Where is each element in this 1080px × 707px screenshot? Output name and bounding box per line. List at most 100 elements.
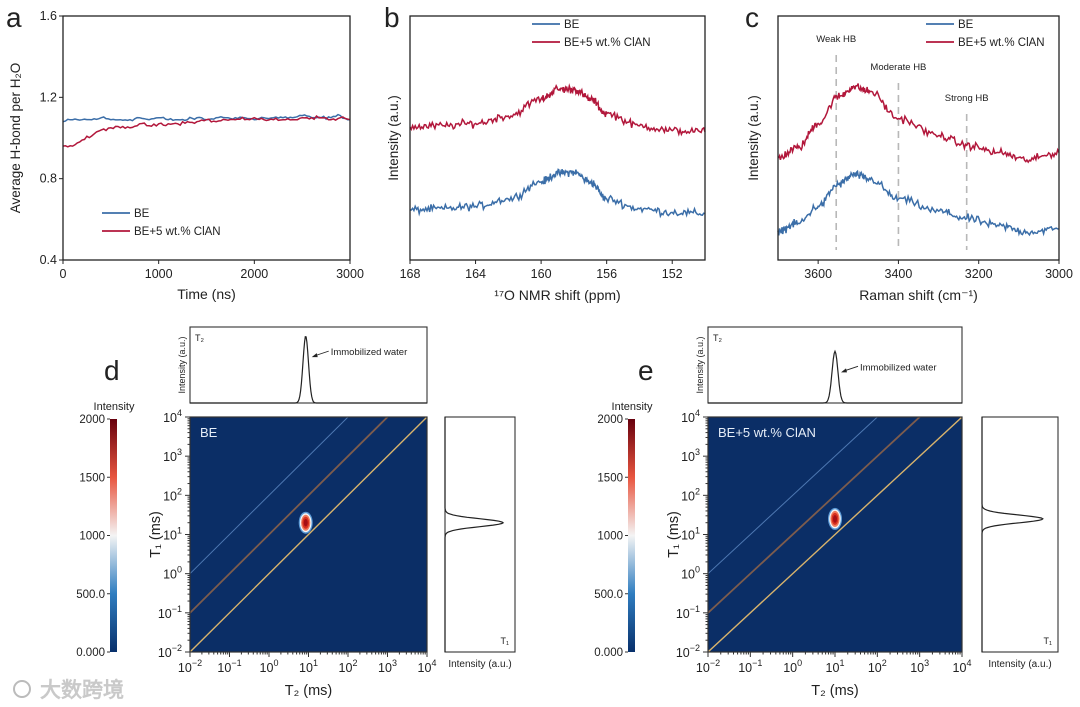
watermark-text: 大数跨境 <box>40 678 124 702</box>
arrow-head-icon <box>841 368 847 373</box>
x-tick-label: 10−2 <box>696 658 720 675</box>
y-tick-label: 100 <box>681 565 700 582</box>
t1-projection-label: T₁ <box>500 636 509 646</box>
x-tick-label: 103 <box>910 658 929 675</box>
legend-label: BE+5 wt.% ClAN <box>134 226 221 238</box>
colorbar-tick-label: 1000 <box>597 531 623 543</box>
x-axis-label: Time (ns) <box>177 286 236 302</box>
panel-label-b: b <box>384 2 400 33</box>
y-tick-label: 103 <box>681 447 700 464</box>
y-tick-label: 0.8 <box>40 172 57 186</box>
guide-line-ratio-1 <box>190 417 427 652</box>
immobilized-water-annotation: Immobilized water <box>860 362 937 373</box>
t2-projection-y-label: Intensity (a.u.) <box>177 336 187 393</box>
y-tick-label: 10−2 <box>676 643 700 660</box>
colorbar-tick-label: 500.0 <box>594 589 623 601</box>
watermark: 大数跨境 <box>13 678 124 702</box>
x-tick-label: 104 <box>953 658 972 675</box>
chart-c: Weak HB Moderate HB Strong HB BE BE+5 wt.% C… <box>746 15 1073 303</box>
x-axis-label: T₂ (ms) <box>285 683 333 699</box>
x-tick-label: 3000 <box>1045 267 1073 281</box>
y-tick-label: 0.4 <box>40 253 57 267</box>
watermark-logo-icon <box>13 680 31 698</box>
plot-frame <box>62 15 351 261</box>
x-tick-label: 152 <box>662 267 683 281</box>
colorbar-tick-label: 1500 <box>79 472 105 484</box>
x-axis-label: T₂ (ms) <box>811 683 859 699</box>
legend-label: BE+5 wt.% ClAN <box>564 37 651 49</box>
guide-line-ratio-100 <box>708 417 879 575</box>
t2-projection-curve <box>190 335 427 404</box>
y-axis-label: T₁ (ms) <box>148 511 164 558</box>
arrow-head-icon <box>311 353 318 358</box>
colorbar-tick-label: 500.0 <box>76 589 105 601</box>
t1-projection-curve <box>444 417 505 652</box>
hb-annotation: Weak HB <box>816 34 856 45</box>
chart-b: BE BE+5 wt.% ClAN 168 164 160 156 152 ¹⁷O NMR s… <box>386 15 706 303</box>
hb-annotation: Moderate HB <box>870 62 926 73</box>
x-tick-label: 103 <box>378 658 397 675</box>
x-tick-label: 3200 <box>965 267 993 281</box>
colorbar <box>110 419 117 652</box>
x-tick-label: 168 <box>400 267 421 281</box>
x-tick-label: 3600 <box>804 267 832 281</box>
y-axis-label: Intensity (a.u.) <box>746 95 761 181</box>
legend-label: BE+5 wt.% ClAN <box>958 37 1045 49</box>
t2-projection-label: T₂ <box>195 333 204 343</box>
guide-line-ratio-1 <box>708 417 962 652</box>
plot-frame <box>777 15 1060 261</box>
series-line-be-clan <box>62 115 351 148</box>
y-tick-label: 100 <box>163 565 182 582</box>
y-tick-label: 10−1 <box>676 604 700 621</box>
x-tick-label: 102 <box>868 658 887 675</box>
x-tick-label: 3400 <box>885 267 913 281</box>
intensity-peak-spot <box>303 518 308 527</box>
panel-label-d: d <box>104 355 120 386</box>
hb-annotation: Strong HB <box>945 93 989 104</box>
chart-d: BE 10−210−2 10−1 10−1 100 100 101 101 102 102 103 1… <box>76 326 516 699</box>
y-tick-label: 101 <box>163 526 182 543</box>
t1-projection-frame <box>444 416 516 653</box>
y-tick-label: 10−1 <box>158 604 182 621</box>
y-tick-label: 1.6 <box>40 9 57 23</box>
colorbar <box>628 419 635 652</box>
x-tick-label: 10−1 <box>738 658 762 675</box>
guide-line-ratio-100 <box>190 417 349 575</box>
x-axis-label: ¹⁷O NMR shift (ppm) <box>494 287 620 303</box>
series-line-be-clan <box>409 83 706 137</box>
t1-projection-curve <box>981 417 1044 652</box>
colorbar-tick-label: 1500 <box>597 472 623 484</box>
t1-projection-x-label: Intensity (a.u.) <box>448 659 511 670</box>
chart-e: BE+5 wt.% ClAN 10−210−2 10−1 10−1 100 100 101 1… <box>594 326 1059 699</box>
x-tick-label: 164 <box>465 267 486 281</box>
t1-projection-label: T₁ <box>1043 636 1052 646</box>
colorbar-label: Intensity <box>612 401 653 413</box>
series-line-be <box>777 169 1060 237</box>
x-tick-label: 1000 <box>145 267 173 281</box>
chart-a: BE BE+5 wt.% ClAN 0 1000 2000 3000 0.4 0.8 1.2 1.… <box>8 9 364 302</box>
y-tick-label: 104 <box>163 408 182 425</box>
heatmap-title: BE+5 wt.% ClAN <box>718 425 816 440</box>
t2-projection-label: T₂ <box>713 333 722 343</box>
series-line-be <box>410 168 706 219</box>
t1-projection-x-label: Intensity (a.u.) <box>988 659 1051 670</box>
panel-label-a: a <box>6 2 22 33</box>
colorbar-tick-label: 2000 <box>597 414 623 426</box>
immobilized-water-annotation: Immobilized water <box>331 347 408 358</box>
t2-projection-frame <box>707 326 963 404</box>
heatmap-title: BE <box>200 425 218 440</box>
x-tick-label: 100 <box>260 658 279 675</box>
colorbar-tick-label: 1000 <box>79 531 105 543</box>
x-tick-label: 101 <box>299 658 318 675</box>
x-tick-label: 156 <box>596 267 617 281</box>
x-tick-label: 101 <box>826 658 845 675</box>
series-line-be-clan <box>778 83 1060 164</box>
panel-label-e: e <box>638 355 654 386</box>
t2-projection-curve <box>708 349 962 404</box>
y-tick-label: 10−2 <box>158 643 182 660</box>
y-axis-label: Average H-bond per H₂O <box>8 63 23 214</box>
t2-projection-y-label: Intensity (a.u.) <box>695 336 705 393</box>
x-axis-label: Raman shift (cm⁻¹) <box>859 287 978 303</box>
legend-label: BE <box>564 19 580 31</box>
